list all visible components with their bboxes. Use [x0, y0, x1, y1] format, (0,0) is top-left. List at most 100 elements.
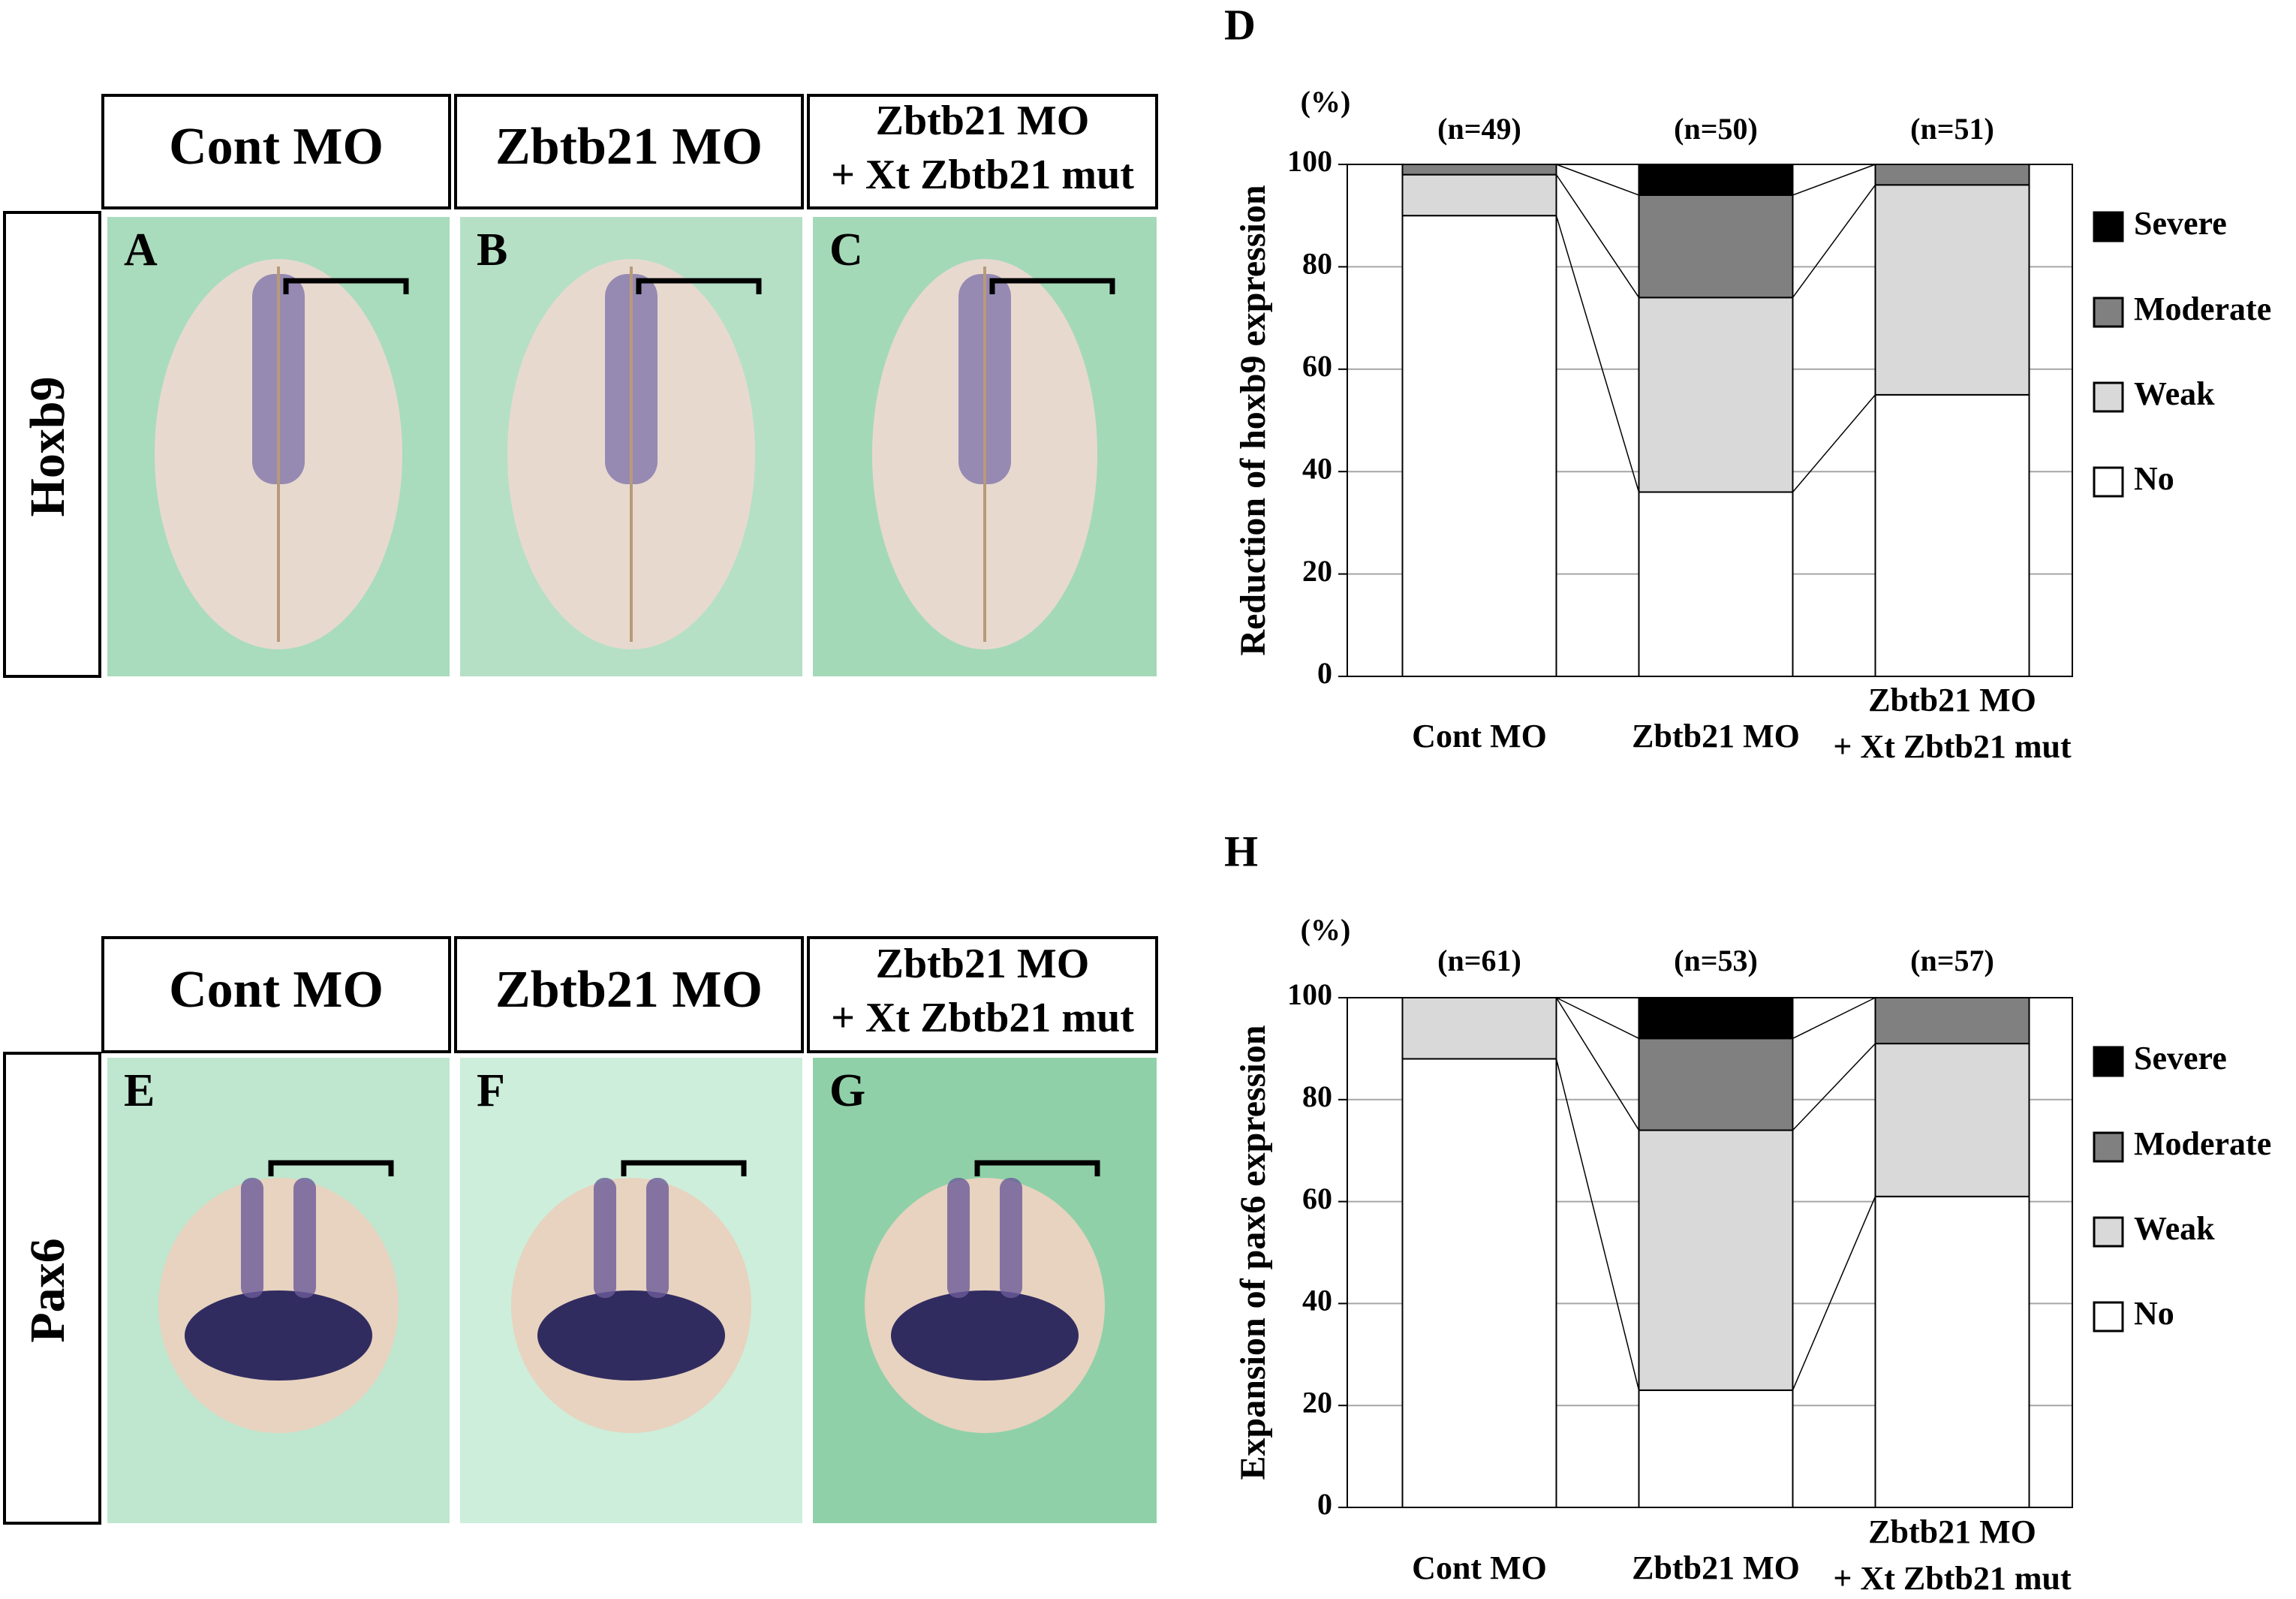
plot-frame [1347, 164, 2073, 677]
bar-segment [1638, 997, 1794, 1040]
legend-label: Weak [2134, 375, 2215, 412]
x-tick-label: Zbtb21 MO [1632, 718, 1800, 754]
bar-segment [1874, 1043, 2030, 1197]
panel-letter: F [477, 1065, 505, 1116]
row-label: Pax6 [20, 1238, 75, 1342]
y-tick-label: 100 [1287, 977, 1332, 1011]
scale-bracket [636, 278, 762, 294]
connector [1556, 164, 1639, 196]
x-tick-label: Zbtb21 MO + Xt Zbtb21 mut [1833, 682, 2072, 765]
legend-label: Moderate [2134, 1125, 2271, 1162]
n-label: (n=49) [1437, 112, 1521, 146]
bar-segment [1401, 215, 1557, 677]
panel-letter: D [1224, 0, 1256, 49]
panel-letter: E [124, 1065, 155, 1116]
panel-letter: C [829, 224, 863, 276]
x-tick-label-line: + Xt Zbtb21 mut [1833, 1560, 2072, 1597]
column-header: + Xt Zbtb21 mut [831, 995, 1134, 1041]
connector [1792, 997, 1876, 1039]
y-tick-label: 40 [1302, 1284, 1332, 1317]
bar-segment [1638, 1037, 1794, 1131]
legend-label: No [2134, 460, 2174, 497]
connector [1556, 997, 1639, 1039]
legend-swatch [2093, 1216, 2124, 1248]
connector [1792, 1043, 1876, 1131]
x-tick-label-line: + Xt Zbtb21 mut [1833, 728, 2072, 765]
panel-letter: B [477, 224, 507, 276]
legend-swatch [2093, 381, 2124, 413]
connector [1792, 184, 1876, 298]
scale-bracket [989, 278, 1115, 294]
n-label: (n=53) [1674, 944, 1758, 977]
legend-label: Weak [2134, 1210, 2215, 1247]
legend-swatch [2093, 466, 2124, 498]
row-label: Hoxb9 [20, 376, 75, 516]
y-tick-label: 60 [1302, 1182, 1332, 1215]
column-header: Zbtb21 MO [495, 961, 763, 1019]
x-tick-label: Zbtb21 MO + Xt Zbtb21 mut [1833, 1513, 2072, 1597]
x-tick-label-line: Zbtb21 MO [1868, 1513, 2036, 1550]
y-tick-label: 60 [1302, 349, 1332, 383]
bar-segment [1638, 164, 1794, 196]
column-header: Cont MO [169, 961, 384, 1019]
panel-letter: G [829, 1065, 865, 1116]
stain [594, 1178, 616, 1298]
bar-segment [1401, 173, 1557, 217]
stain [947, 1178, 970, 1298]
x-tick-label: Cont MO [1412, 1549, 1547, 1586]
n-label: (n=61) [1437, 944, 1521, 977]
panel-letter: H [1224, 827, 1258, 875]
stain [1000, 1178, 1022, 1298]
row-label-box [3, 211, 101, 678]
y-tick-label: 20 [1302, 554, 1332, 588]
column-header-box [807, 94, 1158, 209]
legend-label: Severe [2134, 205, 2227, 242]
y-tick-label: 0 [1317, 656, 1332, 690]
legend-label: No [2134, 1295, 2174, 1332]
row-label-box [3, 1052, 101, 1525]
column-header: Zbtb21 MO [876, 941, 1090, 987]
legend-swatch [2093, 1131, 2124, 1163]
connector [1792, 394, 1876, 492]
legend-swatch [2093, 1046, 2124, 1077]
bar-segment [1401, 997, 1557, 1060]
plot-frame [1347, 997, 2073, 1508]
stain [537, 1290, 725, 1381]
x-tick-label: Cont MO [1412, 718, 1547, 754]
connector [1792, 1196, 1876, 1391]
y-tick-label: 80 [1302, 247, 1332, 281]
y-axis-label: Expansion of pax6 expression [1233, 1025, 1273, 1480]
connector [1555, 215, 1640, 492]
column-header: + Xt Zbtb21 mut [831, 152, 1134, 198]
scale-bracket [268, 1160, 394, 1176]
connector [1792, 164, 1876, 196]
bar-segment [1401, 164, 1557, 176]
y-tick-label: 20 [1302, 1385, 1332, 1419]
legend-swatch [2093, 297, 2124, 328]
bar-segment [1638, 491, 1794, 677]
n-label: (n=57) [1910, 944, 1994, 977]
bar-segment [1874, 164, 2030, 186]
scale-bracket [283, 278, 409, 294]
column-header: Zbtb21 MO [495, 118, 763, 176]
bar-segment [1638, 1389, 1794, 1508]
column-header: Zbtb21 MO [876, 98, 1090, 144]
y-tick-label: 0 [1317, 1487, 1332, 1521]
panel-letter: A [124, 224, 158, 276]
bar-segment [1638, 297, 1794, 493]
legend-swatch [2093, 1301, 2124, 1332]
connector [1555, 174, 1640, 298]
column-header: Cont MO [169, 118, 384, 176]
stain [646, 1178, 669, 1298]
n-label: (n=51) [1910, 112, 1994, 146]
y-tick-label: 40 [1302, 451, 1332, 485]
stain [241, 1178, 263, 1298]
unit-label: (%) [1301, 85, 1351, 119]
bar-segment [1874, 184, 2030, 396]
unit-label: (%) [1301, 913, 1351, 947]
bar-segment [1874, 393, 2030, 678]
stain [293, 1178, 316, 1298]
column-header-box [101, 936, 451, 1053]
connector [1555, 997, 1640, 1131]
n-label: (n=50) [1674, 112, 1758, 146]
